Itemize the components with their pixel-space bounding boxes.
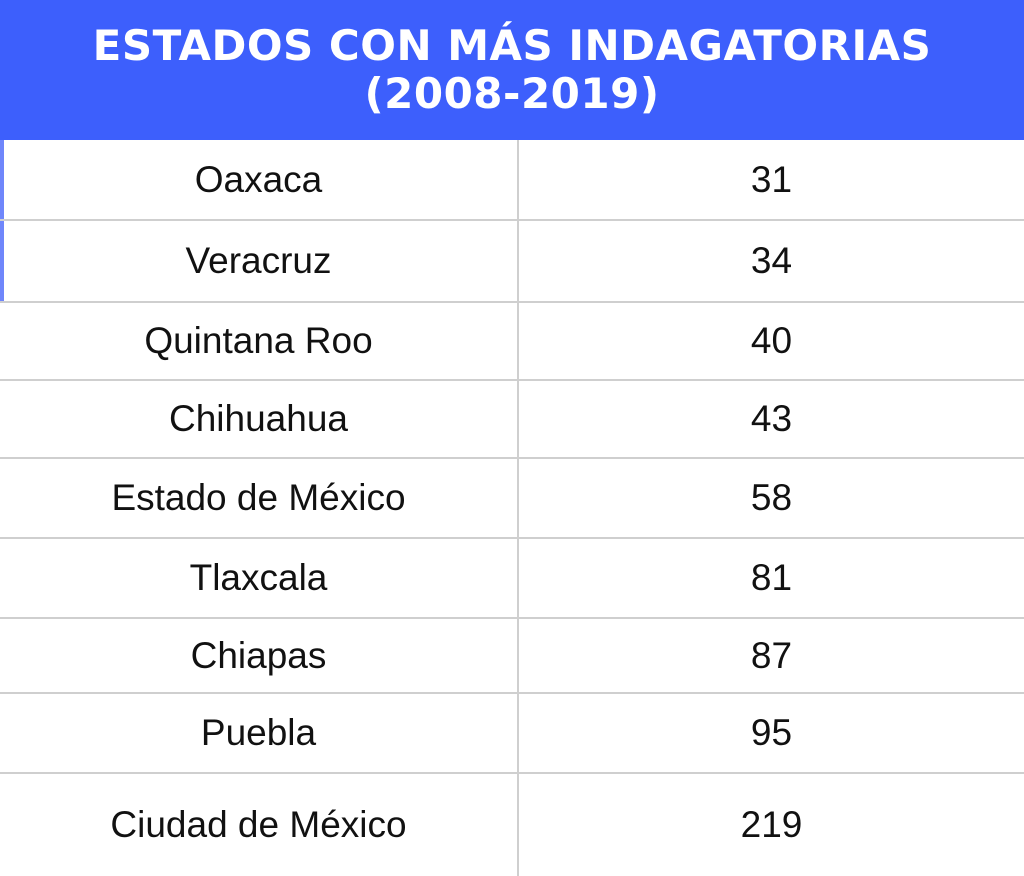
state-cell: Quintana Roo bbox=[144, 320, 373, 361]
row-divider bbox=[0, 617, 1024, 619]
state-cell: Veracruz bbox=[185, 240, 332, 281]
row-divider bbox=[0, 379, 1024, 381]
value-cell: 31 bbox=[750, 159, 793, 200]
value-cell: 219 bbox=[740, 803, 803, 845]
state-cell: Puebla bbox=[200, 712, 317, 753]
value-cell: 58 bbox=[750, 477, 793, 518]
column-divider bbox=[517, 140, 519, 876]
state-cell: Estado de México bbox=[111, 477, 406, 518]
state-cell: Tlaxcala bbox=[189, 557, 328, 598]
title-line-2: (2008-2019) bbox=[364, 69, 660, 118]
state-cell: Chihuahua bbox=[169, 398, 348, 439]
title-line-1: ESTADOS CON MÁS INDAGATORIAS bbox=[92, 21, 932, 70]
row-divider bbox=[0, 692, 1024, 694]
value-cell: 40 bbox=[750, 320, 793, 361]
row-divider bbox=[0, 219, 1024, 221]
value-cell: 95 bbox=[750, 712, 793, 753]
row-divider bbox=[0, 301, 1024, 303]
value-cell: 34 bbox=[750, 240, 793, 281]
left-edge-accent bbox=[0, 140, 4, 302]
state-cell: Chiapas bbox=[190, 634, 327, 676]
state-cell: Oaxaca bbox=[194, 159, 323, 200]
row-divider bbox=[0, 772, 1024, 774]
value-cell: 81 bbox=[750, 557, 793, 598]
value-cell: 87 bbox=[750, 634, 793, 676]
row-divider bbox=[0, 457, 1024, 459]
row-divider bbox=[0, 537, 1024, 539]
table-header: ESTADOS CON MÁS INDAGATORIAS (2008-2019) bbox=[0, 0, 1024, 140]
value-cell: 43 bbox=[750, 398, 793, 439]
state-cell: Ciudad de México bbox=[110, 803, 407, 845]
